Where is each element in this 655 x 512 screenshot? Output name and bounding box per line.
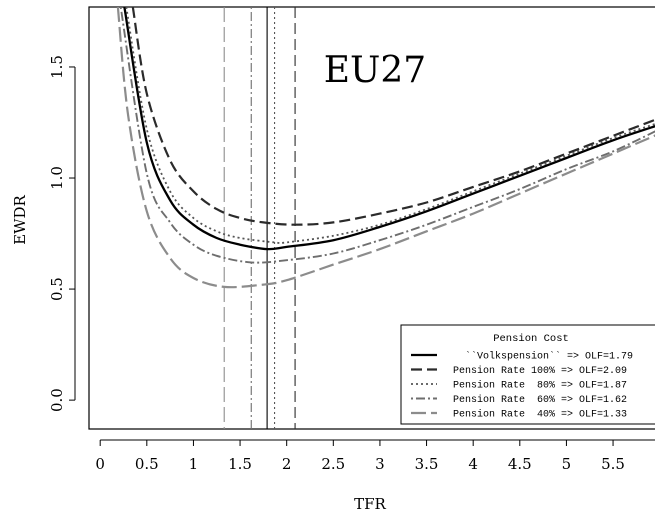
legend: Pension Cost ``Volkspension`` => OLF=1.7… [400, 324, 655, 425]
y-axis: 0.0 0.5 1.0 1.5 [48, 55, 76, 412]
x-axis-label: TFR [354, 495, 386, 512]
legend-box [400, 324, 655, 425]
x-tick-label: 5 [562, 455, 572, 473]
legend-label: Pension Rate 40% => OLF=1.33 [453, 409, 627, 421]
x-axis: 00.511.522.533.544.555.56 [95, 439, 655, 473]
x-tick-label: 2.5 [321, 455, 345, 473]
x-tick-label: 1.5 [228, 455, 252, 473]
x-tick-label: 3.5 [415, 455, 439, 473]
x-tick-label: 4 [468, 455, 478, 473]
y-tick-label: 1.0 [48, 166, 66, 190]
legend-label: Pension Rate 100% => OLF=2.09 [453, 365, 627, 377]
series-line [131, 7, 655, 226]
chart-title: EU27 [324, 50, 426, 91]
x-tick-label: 4.5 [508, 455, 532, 473]
y-tick-label: 1.5 [48, 55, 66, 79]
x-tick-label: 0.5 [135, 455, 159, 473]
legend-label: Pension Rate 60% => OLF=1.62 [453, 394, 627, 406]
series-line [123, 7, 655, 251]
x-tick-label: 0 [95, 455, 105, 473]
plot-frame [88, 6, 655, 430]
x-tick-label: 2 [282, 455, 292, 473]
series-line [125, 7, 655, 245]
x-tick-label: 3 [375, 455, 385, 473]
y-tick-label: 0.5 [48, 277, 66, 301]
y-tick-label: 0.0 [48, 388, 66, 412]
ewdr-curves [116, 7, 655, 289]
y-axis-label: EWDR [11, 194, 29, 244]
series-line [116, 7, 655, 289]
olf-reference-lines [223, 7, 296, 429]
x-tick-label: 1 [189, 455, 199, 473]
x-tick-label: 5.5 [601, 455, 625, 473]
legend-label: Pension Rate 80% => OLF=1.87 [453, 380, 627, 392]
legend-label: ``Volkspension`` => OLF=1.79 [453, 350, 633, 363]
legend-title: Pension Cost [493, 333, 569, 345]
